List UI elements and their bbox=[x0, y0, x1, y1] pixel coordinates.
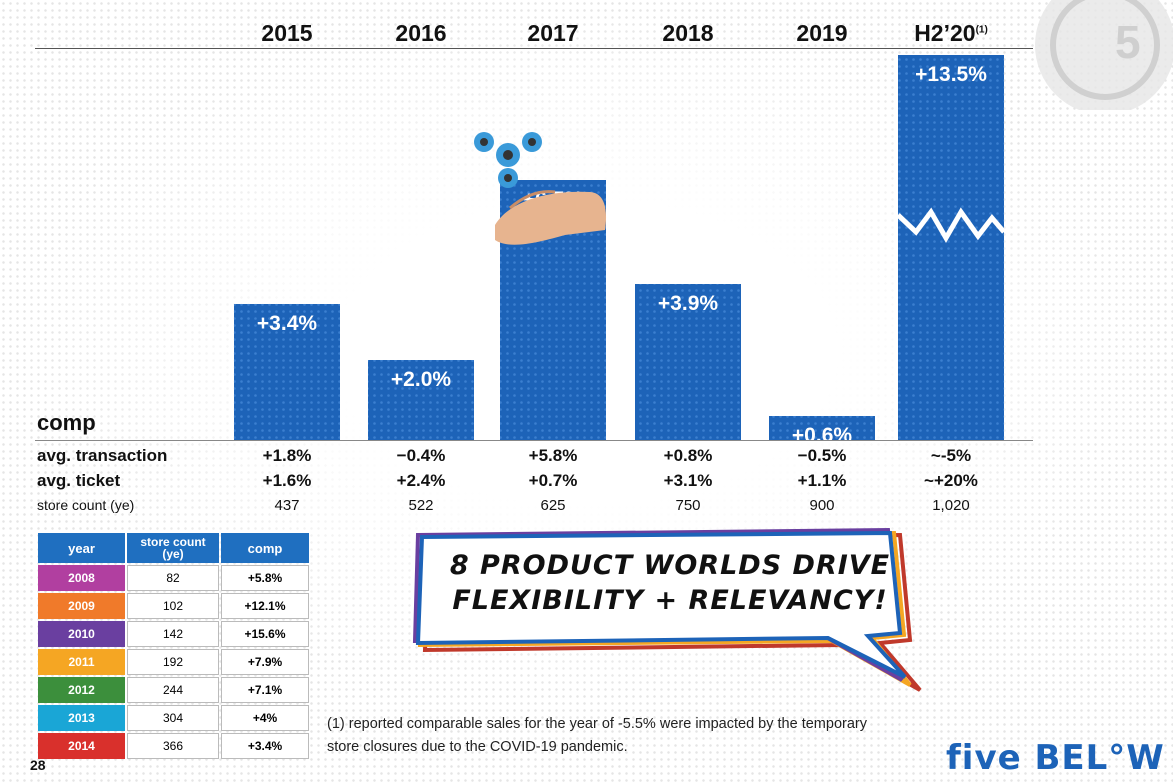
metric-value: 1,020 bbox=[932, 497, 970, 514]
anniversary-badge: 5 bbox=[1035, 0, 1173, 110]
footnote-marker: (1) bbox=[975, 24, 988, 36]
chart-baseline bbox=[35, 440, 1033, 441]
svg-text:5: 5 bbox=[1115, 16, 1141, 68]
cell-comp: +15.6% bbox=[221, 621, 309, 647]
year-label: 2015 bbox=[232, 20, 342, 47]
cell-year: 2014 bbox=[38, 733, 125, 759]
year-label-text: 2019 bbox=[796, 20, 848, 46]
callout-line-1: 8 PRODUCT WORLDS DRIVE bbox=[449, 550, 891, 581]
cell-comp: +5.8% bbox=[221, 565, 309, 591]
year-label-text: 2018 bbox=[662, 20, 714, 46]
bar-2015 bbox=[234, 304, 340, 440]
table-row: 2014 366 +3.4% bbox=[38, 733, 309, 759]
metric-value: +1.8% bbox=[262, 446, 312, 465]
cell-store-count: 142 bbox=[127, 621, 219, 647]
table-row: 2010 142 +15.6% bbox=[38, 621, 309, 647]
cell-store-count: 366 bbox=[127, 733, 219, 759]
metric-value: 625 bbox=[540, 497, 566, 514]
table-row: 2011 192 +7.9% bbox=[38, 649, 309, 675]
fidget-spinner-hand-image bbox=[474, 132, 607, 245]
metric-value: 437 bbox=[274, 497, 300, 514]
footnote: (1) reported comparable sales for the ye… bbox=[327, 713, 927, 759]
metric-value: ~-5% bbox=[930, 446, 972, 465]
footnote-line-2: store closures due to the COVID-19 pande… bbox=[327, 739, 628, 755]
year-label-text: 2016 bbox=[395, 20, 447, 46]
year-label: 2016 bbox=[366, 20, 476, 47]
cell-comp: +4% bbox=[221, 705, 309, 731]
header-year: year bbox=[38, 533, 125, 563]
metric-value: +5.8% bbox=[528, 446, 578, 465]
comp-label: comp bbox=[37, 410, 96, 435]
metric-value: +2.4% bbox=[396, 471, 446, 490]
bar-H220 bbox=[898, 55, 1004, 440]
cell-comp: +12.1% bbox=[221, 593, 309, 619]
table-row: 2013 304 +4% bbox=[38, 705, 309, 731]
bar-value-label: +3.9% bbox=[658, 292, 718, 315]
avg-ticket-label: avg. ticket bbox=[37, 471, 121, 490]
callout-bubble bbox=[412, 527, 922, 692]
bar-value-label: +13.5% bbox=[915, 63, 987, 86]
cell-store-count: 244 bbox=[127, 677, 219, 703]
cell-comp: +7.9% bbox=[221, 649, 309, 675]
table-row: 2012 244 +7.1% bbox=[38, 677, 309, 703]
metric-value: −0.5% bbox=[797, 446, 847, 465]
cell-year: 2010 bbox=[38, 621, 125, 647]
store-count-label: store count (ye) bbox=[37, 497, 135, 513]
table-row: 2009 102 +12.1% bbox=[38, 593, 309, 619]
cell-year: 2008 bbox=[38, 565, 125, 591]
header-store-count: store count (ye) bbox=[127, 533, 219, 563]
metric-value: +0.7% bbox=[528, 471, 578, 490]
cell-year: 2013 bbox=[38, 705, 125, 731]
bar-value-label: +2.0% bbox=[391, 368, 451, 391]
cell-year: 2012 bbox=[38, 677, 125, 703]
page-number: 28 bbox=[30, 757, 46, 773]
bar-value-label: +3.4% bbox=[257, 312, 317, 335]
year-label: 2018 bbox=[633, 20, 743, 47]
bar-2018 bbox=[635, 284, 741, 440]
cell-store-count: 192 bbox=[127, 649, 219, 675]
cell-comp: +3.4% bbox=[221, 733, 309, 759]
header-comp: comp bbox=[221, 533, 309, 563]
cell-year: 2011 bbox=[38, 649, 125, 675]
year-label-text: 2015 bbox=[261, 20, 313, 46]
footnote-line-1: (1) reported comparable sales for the ye… bbox=[327, 716, 867, 732]
cell-store-count: 304 bbox=[127, 705, 219, 731]
table-row: 2008 82 +5.8% bbox=[38, 565, 309, 591]
callout-line-2: FLEXIBILITY + RELEVANCY! bbox=[452, 585, 888, 616]
metric-value: 522 bbox=[408, 497, 434, 514]
five-below-logo: five BEL°W bbox=[946, 738, 1165, 778]
history-table: year store count (ye) comp 2008 82 +5.8% 20… bbox=[36, 531, 311, 761]
bar-value-label: +0.6% bbox=[792, 424, 852, 447]
metric-value: 900 bbox=[809, 497, 835, 514]
cell-comp: +7.1% bbox=[221, 677, 309, 703]
metric-value: +0.8% bbox=[663, 446, 713, 465]
cell-year: 2009 bbox=[38, 593, 125, 619]
metric-value: +1.6% bbox=[262, 471, 312, 490]
metric-value: 750 bbox=[675, 497, 701, 514]
axis-break-mark bbox=[896, 207, 1006, 244]
year-label: 2017 bbox=[498, 20, 608, 47]
cell-store-count: 102 bbox=[127, 593, 219, 619]
metric-value: −0.4% bbox=[396, 446, 446, 465]
bar-2019 bbox=[769, 416, 875, 440]
cell-store-count: 82 bbox=[127, 565, 219, 591]
year-label: H2’20(1) bbox=[896, 20, 1006, 47]
metric-value: +3.1% bbox=[663, 471, 713, 490]
year-label: 2019 bbox=[767, 20, 877, 47]
callout-text: 8 PRODUCT WORLDS DRIVE FLEXIBILITY + REL… bbox=[440, 548, 900, 618]
year-label-text: H2’20 bbox=[914, 20, 976, 46]
year-label-text: 2017 bbox=[527, 20, 579, 46]
metric-value: +1.1% bbox=[797, 471, 847, 490]
avg-transaction-label: avg. transaction bbox=[37, 446, 168, 465]
header-rule bbox=[35, 48, 1033, 49]
metric-value: ~+20% bbox=[924, 471, 978, 490]
bar-2016 bbox=[368, 360, 474, 440]
